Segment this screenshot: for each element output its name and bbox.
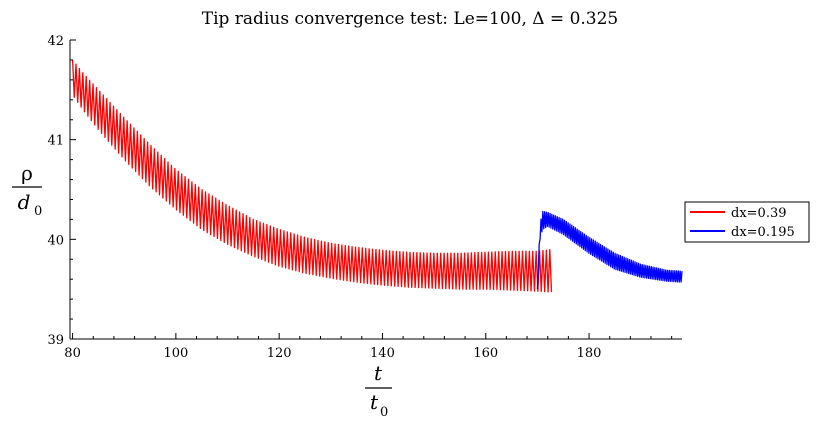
y-axis-label-subscript: 0 [34,204,42,219]
x-tick-label: 140 [370,346,395,361]
x-axis-label-subscript: 0 [380,405,388,420]
y-axis-label-denominator: d [18,190,31,214]
x-tick-label: 100 [163,346,188,361]
series-line-1 [536,210,683,290]
y-axis-ticks: 39 40 41 42 [47,34,76,348]
legend-label-dx0195: dx=0.195 [731,225,795,240]
svg-text:d: d [18,190,31,214]
y-tick-label: 39 [47,333,64,348]
y-tick-label: 42 [47,34,64,49]
legend-label-dx039: dx=0.39 [731,206,787,221]
x-axis-label: t t 0 [365,361,392,420]
series-line-0 [71,59,553,293]
legend: dx=0.39 dx=0.195 [684,201,810,243]
x-tick-label: 80 [64,346,81,361]
x-axis-label-denominator: t [370,390,379,414]
chart-title: Tip radius convergence test: Le=100, Δ =… [202,9,619,29]
x-tick-label: 120 [267,346,292,361]
y-axis-label-numerator: ρ [21,161,33,185]
axes [69,40,682,340]
y-tick-label: 40 [47,233,64,248]
y-tick-label: 41 [47,134,64,149]
legend-box [684,201,810,243]
plot-area [71,59,683,293]
x-tick-label: 160 [473,346,498,361]
y-axis-label: ρ d 0 [12,161,42,219]
x-axis-ticks: 80 100 120 140 160 180 [64,333,673,361]
x-tick-label: 180 [577,346,602,361]
x-axis-label-numerator: t [374,361,383,385]
